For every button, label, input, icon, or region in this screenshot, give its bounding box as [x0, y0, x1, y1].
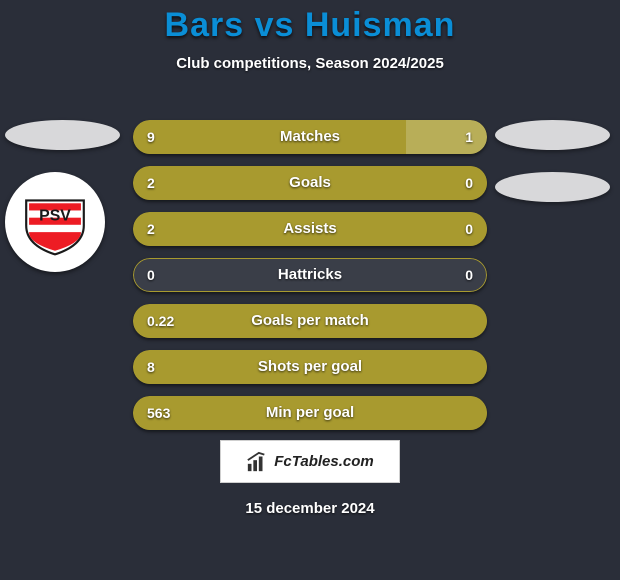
stat-label: Min per goal: [133, 396, 487, 430]
stat-row: 8Shots per goal: [133, 350, 487, 384]
subtitle: Club competitions, Season 2024/2025: [0, 55, 620, 72]
club-badge: PSV: [5, 172, 105, 272]
chart-icon: [246, 451, 268, 473]
club-badge-placeholder: [495, 172, 610, 202]
svg-text:PSV: PSV: [39, 208, 71, 225]
stat-label: Goals per match: [133, 304, 487, 338]
stat-label: Shots per goal: [133, 350, 487, 384]
left-player-column: PSV: [5, 120, 125, 272]
stat-row: 20Goals: [133, 166, 487, 200]
page-title: Bars vs Huisman: [0, 6, 620, 45]
stat-row: 91Matches: [133, 120, 487, 154]
watermark-text: FcTables.com: [274, 453, 373, 470]
stat-row: 563Min per goal: [133, 396, 487, 430]
stat-label: Matches: [133, 120, 487, 154]
comparison-card: Bars vs Huisman Club competitions, Seaso…: [0, 0, 620, 580]
stat-label: Goals: [133, 166, 487, 200]
stat-row: 20Assists: [133, 212, 487, 246]
stat-label: Assists: [133, 212, 487, 246]
psv-logo-icon: PSV: [19, 186, 91, 258]
player-photo-placeholder: [495, 120, 610, 150]
stat-row: 00Hattricks: [133, 258, 487, 292]
stat-label: Hattricks: [133, 258, 487, 292]
date-label: 15 december 2024: [0, 500, 620, 517]
watermark-badge: FcTables.com: [220, 440, 400, 483]
right-player-column: [495, 120, 615, 224]
player-photo-placeholder: [5, 120, 120, 150]
stat-row: 0.22Goals per match: [133, 304, 487, 338]
stats-table: 91Matches 20Goals 20Assists 00Hattricks 0.22…: [133, 120, 487, 442]
